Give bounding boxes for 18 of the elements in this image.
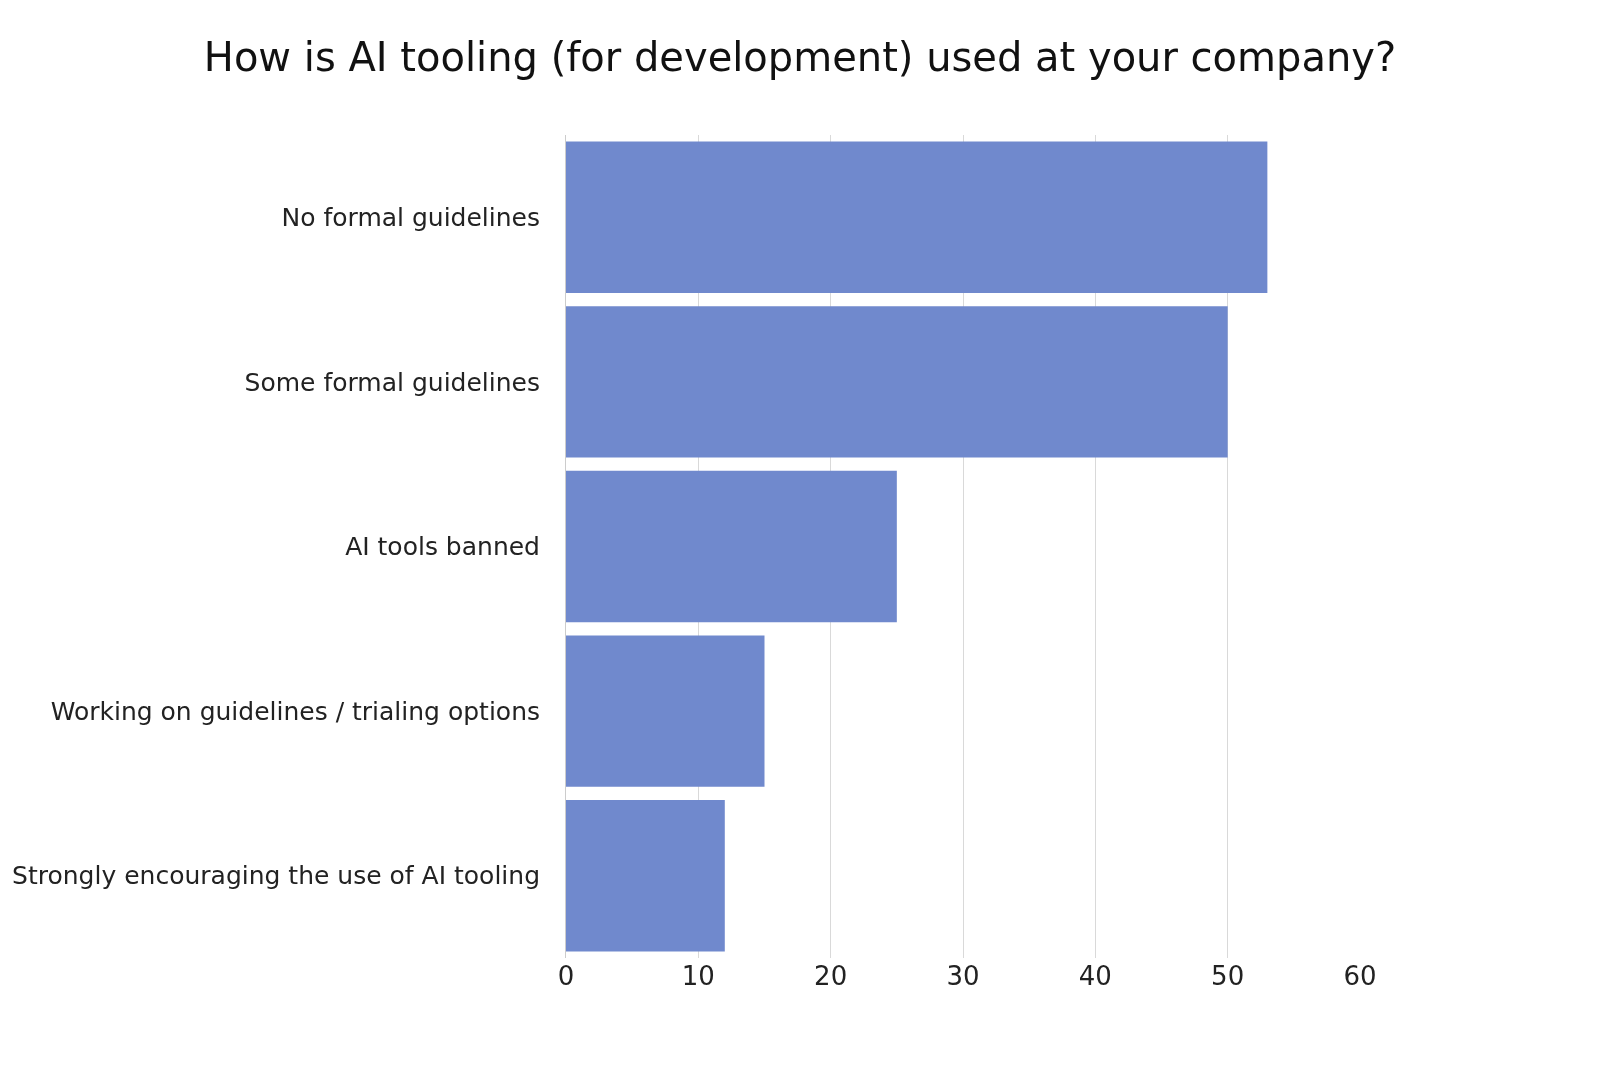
x-tick-label: 60 xyxy=(1343,961,1377,991)
x-tick-label: 30 xyxy=(946,961,980,991)
bar xyxy=(566,799,725,952)
y-tick-label: AI tools banned xyxy=(345,532,540,562)
x-tick-label: 10 xyxy=(681,961,715,991)
y-tick-label: No formal guidelines xyxy=(281,203,540,233)
bar xyxy=(566,306,1228,458)
bar xyxy=(566,141,1268,294)
x-tick-label: 40 xyxy=(1078,961,1112,991)
y-tick-label: Strongly encouraging the use of AI tooling xyxy=(12,861,540,891)
y-tick-label: Some formal guidelines xyxy=(244,367,540,397)
bar xyxy=(566,635,765,787)
x-tick-label: 20 xyxy=(814,961,848,991)
x-tick-label: 0 xyxy=(557,961,575,991)
x-tick-label: 50 xyxy=(1211,961,1245,991)
bar xyxy=(566,470,897,623)
chart-title: How is AI tooling (for development) used at your company? xyxy=(203,34,1397,81)
y-tick-label: Working on guidelines / trialing options xyxy=(50,696,540,726)
